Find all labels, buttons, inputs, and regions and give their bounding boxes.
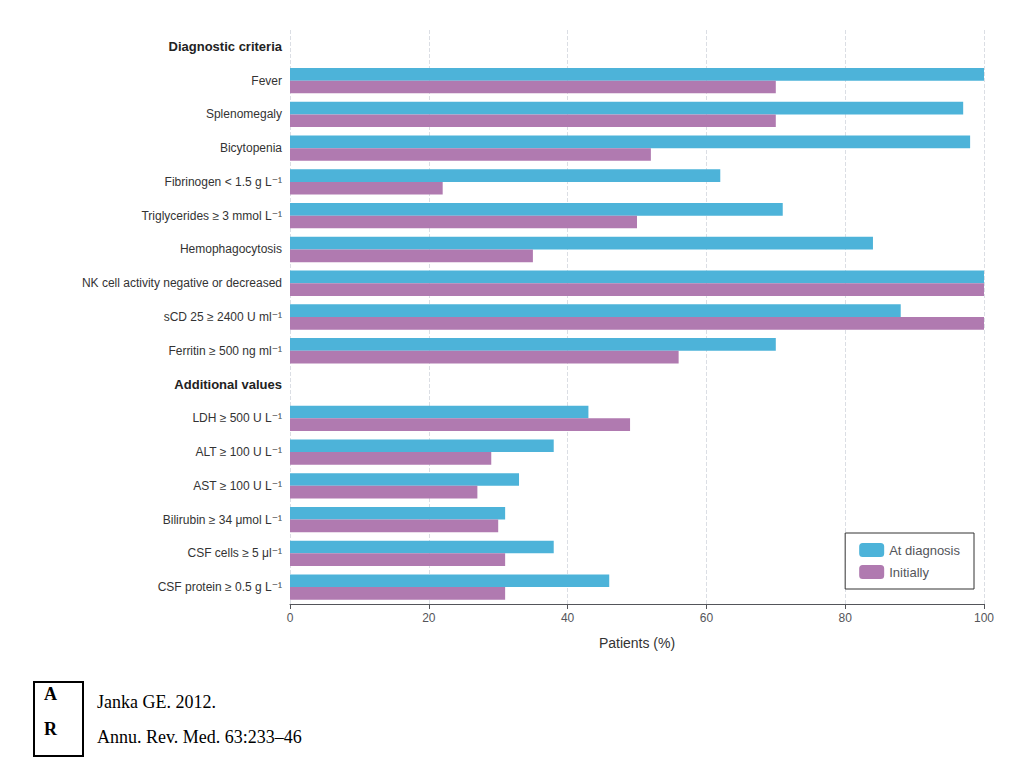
svg-text:CSF cells ≥ 5 μl⁻¹: CSF cells ≥ 5 μl⁻¹ <box>187 546 282 560</box>
svg-text:sCD 25 ≥ 2400 U ml⁻¹: sCD 25 ≥ 2400 U ml⁻¹ <box>164 310 282 324</box>
svg-text:80: 80 <box>839 611 853 625</box>
svg-text:Triglycerides ≥ 3 mmol L⁻¹: Triglycerides ≥ 3 mmol L⁻¹ <box>141 209 282 223</box>
svg-text:20: 20 <box>422 611 436 625</box>
svg-text:Initially: Initially <box>889 565 929 580</box>
svg-text:Additional values: Additional values <box>174 377 282 392</box>
svg-text:Hemophagocytosis: Hemophagocytosis <box>180 242 282 256</box>
svg-text:Bilirubin ≥ 34 μmol L⁻¹: Bilirubin ≥ 34 μmol L⁻¹ <box>163 513 282 527</box>
svg-text:Patients (%): Patients (%) <box>599 635 675 651</box>
svg-text:Diagnostic criteria: Diagnostic criteria <box>169 39 283 54</box>
svg-text:LDH ≥ 500 U L⁻¹: LDH ≥ 500 U L⁻¹ <box>192 411 282 425</box>
svg-text:Bicytopenia: Bicytopenia <box>220 141 282 155</box>
svg-text:Fever: Fever <box>251 74 282 88</box>
svg-text:Splenomegaly: Splenomegaly <box>206 107 282 121</box>
svg-text:ALT ≥ 100 U L⁻¹: ALT ≥ 100 U L⁻¹ <box>195 445 282 459</box>
svg-text:Ferritin ≥ 500 ng ml⁻¹: Ferritin ≥ 500 ng ml⁻¹ <box>168 344 282 358</box>
svg-text:40: 40 <box>561 611 575 625</box>
svg-text:100: 100 <box>974 611 994 625</box>
svg-text:0: 0 <box>287 611 294 625</box>
svg-text:At diagnosis: At diagnosis <box>889 543 960 558</box>
svg-text:Annu. Rev. Med. 63:233–46: Annu. Rev. Med. 63:233–46 <box>97 727 302 747</box>
svg-text:AST ≥ 100 U L⁻¹: AST ≥ 100 U L⁻¹ <box>193 479 282 493</box>
svg-text:NK cell activity negative or d: NK cell activity negative or decreased <box>82 276 282 290</box>
svg-text:R: R <box>44 719 58 739</box>
svg-text:CSF protein ≥ 0.5 g L⁻¹: CSF protein ≥ 0.5 g L⁻¹ <box>158 580 282 594</box>
svg-text:60: 60 <box>700 611 714 625</box>
svg-text:A: A <box>44 684 57 704</box>
svg-text:Fibrinogen < 1.5 g L⁻¹: Fibrinogen < 1.5 g L⁻¹ <box>165 175 282 189</box>
svg-text:Janka GE. 2012.: Janka GE. 2012. <box>97 692 216 712</box>
